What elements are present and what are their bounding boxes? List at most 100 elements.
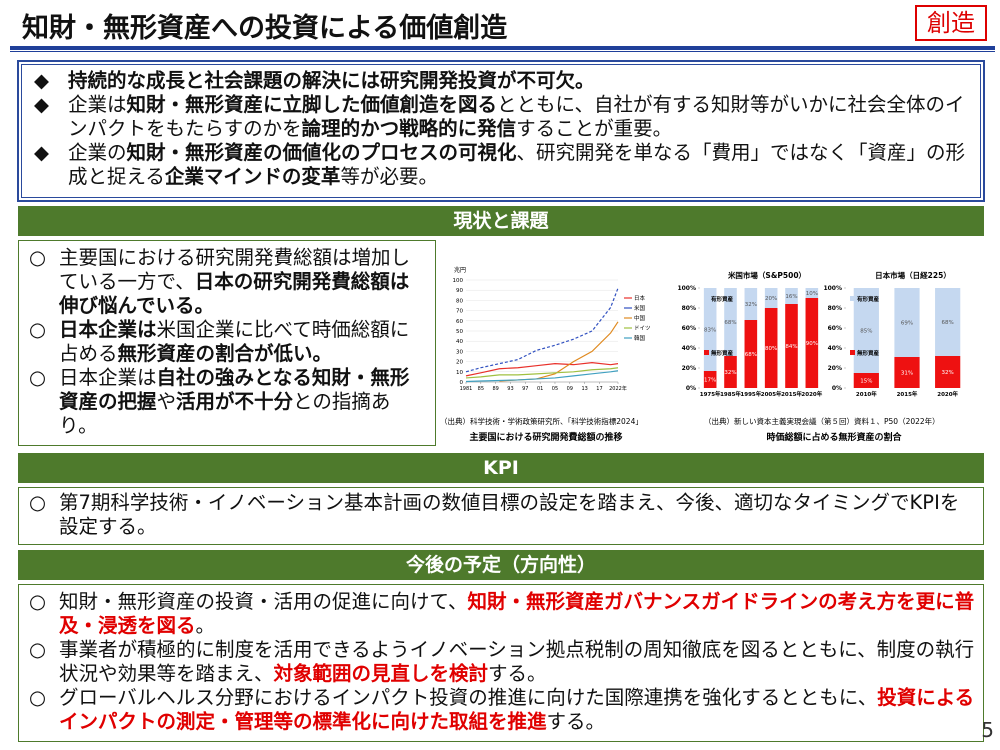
x-tick-label: 2010年 [856, 390, 877, 398]
section-box: ○ 第7期科学技術・イノベーション基本計画の数値目標の設定を踏まえ、今後、適切なタ… [18, 487, 984, 545]
section-box: ○ 知財・無形資産の投資・活用の促進に向けて、知財・無形資産ガバナンスガイドライン… [18, 584, 984, 742]
value-label: 32% [724, 370, 736, 376]
text-run: 知財・無形資産ガバナンスガイドラインの考え方を更に普及・浸透を図る [59, 590, 975, 637]
bar-segment [785, 288, 798, 304]
legend-swatch [704, 296, 709, 301]
text-run: 主要国における研究開発費総額は増加している一方で、 [59, 246, 411, 293]
legend-label: 中国 [634, 314, 646, 322]
x-tick-label: 1995年 [740, 390, 761, 398]
x-tick-label: 89 [492, 386, 498, 392]
value-label: 15% [860, 379, 872, 385]
series-line [465, 362, 619, 377]
text-run: 企業の [68, 141, 127, 164]
bullet-marker: ○ [29, 246, 47, 269]
y-tick-label: 20% [828, 365, 842, 372]
text-run: する。 [546, 710, 606, 733]
text-run: との指摘あり。 [59, 390, 391, 437]
text-run: 論理的かつ戦略的に発信 [301, 117, 517, 140]
bullet-item: ○ 知財・無形資産の投資・活用の促進に向けて、知財・無形資産ガバナンスガイドライン… [25, 590, 975, 638]
text-run: とともに、自社が有する知財等がいかに社会全体のインパクトをもたらすのかを [68, 93, 965, 140]
y-tick-label: 70 [456, 309, 463, 315]
legend-label: 有形資産 [711, 295, 734, 303]
figure-source: （出典）科学技術・学術政策研究所、「科学技術指標2024」 [440, 416, 643, 426]
x-tick-label: 13 [581, 386, 587, 392]
bar-segment [724, 288, 737, 356]
text-run: 。 [195, 614, 216, 637]
y-tick-label: 80 [456, 298, 463, 304]
page-number: 5 [981, 718, 994, 742]
text-run: 企業は [68, 93, 127, 116]
text-run: 持続的な成長と社会課題の解決には研究開発投資が不可欠。 [68, 69, 595, 92]
value-label: 85% [860, 329, 872, 335]
title-rule [10, 46, 995, 50]
x-tick-label: 1981 [460, 386, 473, 392]
y-tick-label: 0% [686, 385, 696, 392]
bar-segment [785, 304, 798, 388]
text-run: 日本企業は [59, 366, 157, 389]
text-run: 活用が不十分 [176, 390, 294, 413]
text-run: や [156, 390, 177, 413]
bullet-marker: ◆ [34, 141, 49, 164]
text-run: グローバルヘルス分野におけるインパクト投資の推進に向けた国際連携を強化するととも… [59, 686, 878, 709]
value-label: 90% [806, 341, 818, 347]
text-run: する。 [488, 662, 547, 685]
section-heading: 今後の予定（方向性） [18, 550, 984, 580]
bar-segment [894, 357, 920, 388]
x-tick-label: 1975年 [700, 390, 721, 398]
x-tick-label: 1985年 [720, 390, 741, 398]
x-tick-label: 2015年 [897, 390, 918, 398]
value-label: 20% [765, 296, 777, 302]
text-run: することが重要。 [516, 117, 673, 140]
y-tick-label: 100 [453, 278, 464, 284]
bar-segment [805, 298, 819, 388]
x-tick-label: 05 [552, 386, 558, 392]
text-run: 日本の研究開発費総額は伸び悩んでいる。 [59, 270, 410, 317]
x-tick-label: 97 [522, 386, 528, 392]
y-tick-label: 100% [823, 285, 842, 292]
bar-segment [853, 288, 879, 373]
y-tick-label: 80% [682, 305, 696, 312]
y-tick-label: 90 [456, 288, 463, 294]
bullet-marker: ○ [29, 318, 47, 341]
value-label: 68% [724, 320, 736, 326]
bar-segment [703, 371, 717, 388]
bullet-marker: ◆ [34, 69, 49, 92]
bullet-item: ◆ 企業は知財・無形資産に立脚した価値創造を図るとともに、自社が有する知財等がいか… [30, 93, 970, 141]
legend-label: 日本 [634, 294, 646, 302]
text-run: 知財・無形資産に立脚した価値創造を図る [126, 93, 498, 116]
text-run: 事業者が積極的に制度を活用できるようイノベーション拠点税制の周知徹底を図るととも… [59, 638, 975, 685]
value-label: 32% [745, 302, 757, 308]
x-tick-label: 2020年 [801, 390, 822, 398]
axis-unit: 兆円 [454, 266, 466, 274]
legend-label: 有形資産 [857, 295, 880, 303]
x-tick-label: 2022年 [609, 385, 627, 392]
y-tick-label: 20 [456, 360, 463, 366]
title-rule [10, 51, 995, 52]
legend-label: ドイツ [634, 326, 651, 332]
y-tick-label: 80% [828, 305, 842, 312]
y-tick-label: 60 [456, 319, 463, 325]
text-run: 対象範囲の見直しを検討 [273, 662, 489, 685]
figures: 兆円 0 10 20 30 40 50 60 70 80 90 100 1981 85 89 93 97 01 05… [440, 266, 961, 443]
x-tick-label: 2015年 [781, 390, 802, 398]
text-run: 等が必要。 [340, 165, 438, 188]
slide-title: 知財・無形資産への投資による価値創造 [22, 13, 508, 44]
bullet-item: ◆ 持続的な成長と社会課題の解決には研究開発投資が不可欠。 [30, 69, 970, 93]
value-label: 16% [785, 294, 797, 300]
value-label: 69% [901, 321, 913, 327]
value-label: 80% [765, 346, 777, 352]
x-tick-label: 17 [596, 386, 602, 392]
bar-segment [853, 373, 879, 388]
section-heading: 現状と課題 [18, 206, 984, 236]
bullet-item: ○ 第7期科学技術・イノベーション基本計画の数値目標の設定を踏まえ、今後、適切なタ… [25, 491, 975, 539]
bar-segment [744, 288, 758, 320]
chart-title: 米国市場（S&P500） [728, 270, 806, 280]
y-tick-label: 40% [682, 345, 696, 352]
bar-segment [724, 356, 737, 388]
y-tick-label: 60% [682, 325, 696, 332]
value-label: 84% [785, 344, 797, 350]
y-tick-label: 40% [828, 345, 842, 352]
bullet-item: ○ 日本企業は自社の強みとなる知財・無形資産の把握や活用が不十分との指摘あり。 [25, 366, 427, 438]
legend-label: 無形資産 [857, 349, 880, 357]
